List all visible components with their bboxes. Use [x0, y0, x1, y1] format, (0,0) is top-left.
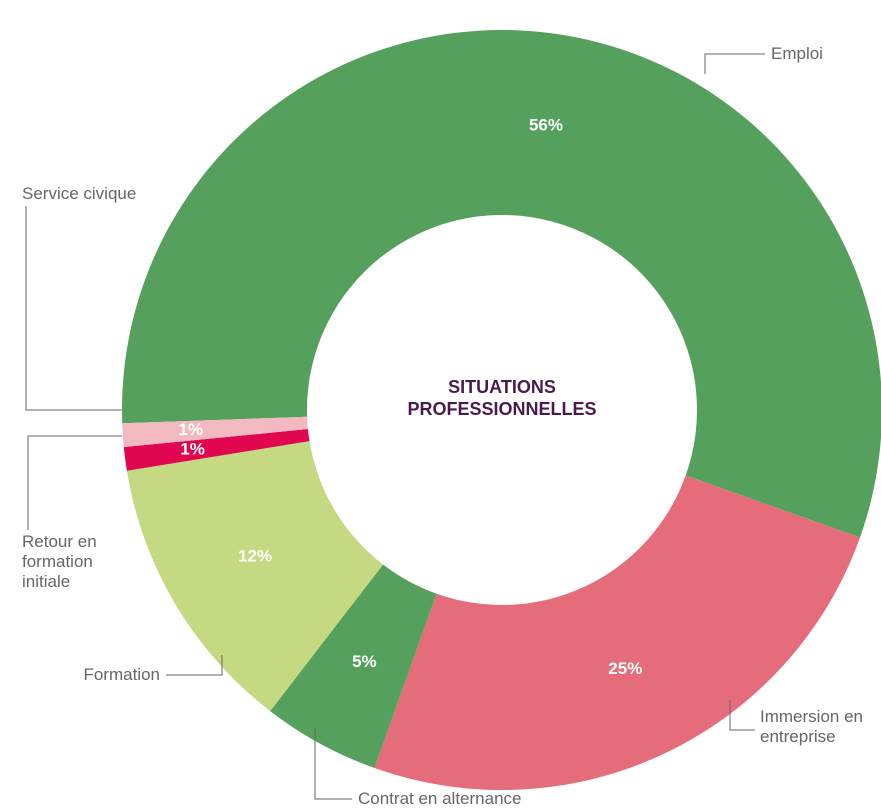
slice [270, 564, 437, 768]
category-label: Formation [83, 665, 160, 684]
category-label: Immersion en entreprise [760, 707, 863, 746]
leader-line [166, 655, 223, 676]
category-label: Service civique [22, 184, 137, 203]
slice [126, 441, 384, 712]
slice [123, 429, 310, 471]
slice [122, 30, 881, 538]
leader-line [729, 700, 755, 731]
category-label: Contrat en alternance [358, 789, 522, 808]
slice [374, 475, 860, 790]
leader-line [25, 206, 122, 411]
value-label: 1% [180, 440, 205, 459]
value-labels: 56% 25% 5% 12% 1%1% [178, 115, 642, 678]
value-label: 5% [352, 652, 377, 671]
leader-line [704, 53, 765, 74]
value-label: 25% [608, 659, 642, 678]
value-label: 12% [238, 547, 272, 566]
category-label: Emploi [771, 44, 823, 63]
value-label: 1% [178, 420, 203, 439]
leaders [25, 53, 765, 800]
slice [122, 416, 308, 448]
chart-title: SITUATIONS PROFESSIONNELLES [407, 377, 597, 419]
leader-line [27, 435, 122, 530]
leader-line [314, 728, 352, 800]
slices [122, 30, 881, 790]
category-label: Retour en formation initiale [22, 532, 97, 591]
value-label: 56% [529, 115, 563, 134]
